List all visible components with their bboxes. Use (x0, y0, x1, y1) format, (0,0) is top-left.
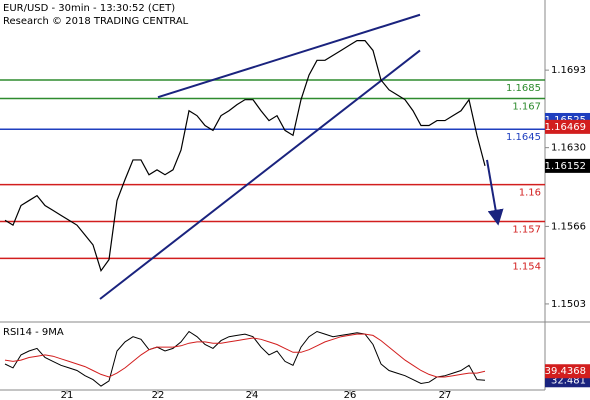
price-marker-box (545, 119, 590, 134)
x-tick-label: 21 (61, 390, 74, 400)
level-label: 1.157 (512, 224, 541, 235)
rsi-value-box (545, 364, 590, 379)
level-label: 1.16 (519, 188, 541, 199)
x-tick-label: 22 (152, 390, 165, 400)
rsi-title: RSI14 - 9MA (3, 327, 64, 338)
y-tick-label: 1.1693 (551, 65, 586, 76)
last-price-box (545, 158, 590, 173)
y-tick-label: 1.1630 (551, 143, 586, 154)
trendline (99, 49, 421, 300)
x-tick-label: 26 (344, 390, 357, 400)
price-marker-label: 1.16469 (545, 122, 586, 133)
forecast-arrow (486, 159, 504, 226)
x-tick-label: 24 (246, 390, 259, 400)
level-label: 1.1685 (506, 83, 541, 94)
price-line (4, 40, 486, 273)
level-label: 1.167 (512, 101, 541, 112)
rsi-line (4, 330, 486, 387)
y-tick-label: 1.1503 (551, 299, 586, 310)
level-label: 1.154 (512, 261, 541, 272)
rsi-value-label: 32.481 (551, 375, 586, 386)
last-price-label: 1.16152 (545, 161, 586, 172)
chart-title: EUR/USD - 30min - 13:30:52 (CET) (3, 3, 175, 14)
y-tick-label: 1.1566 (551, 221, 586, 232)
rsi-line (4, 333, 486, 378)
x-tick-label: 27 (439, 390, 452, 400)
trendline (157, 13, 421, 99)
level-label: 1.1645 (506, 132, 541, 143)
rsi-value-label: 39.4368 (545, 366, 586, 377)
chart-subtitle: Research © 2018 TRADING CENTRAL (3, 16, 189, 27)
